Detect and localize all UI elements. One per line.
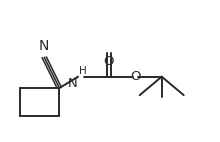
Text: H: H <box>79 66 87 76</box>
Text: N: N <box>67 77 77 90</box>
Text: O: O <box>104 55 114 68</box>
Text: O: O <box>130 70 141 83</box>
Text: N: N <box>39 39 49 53</box>
